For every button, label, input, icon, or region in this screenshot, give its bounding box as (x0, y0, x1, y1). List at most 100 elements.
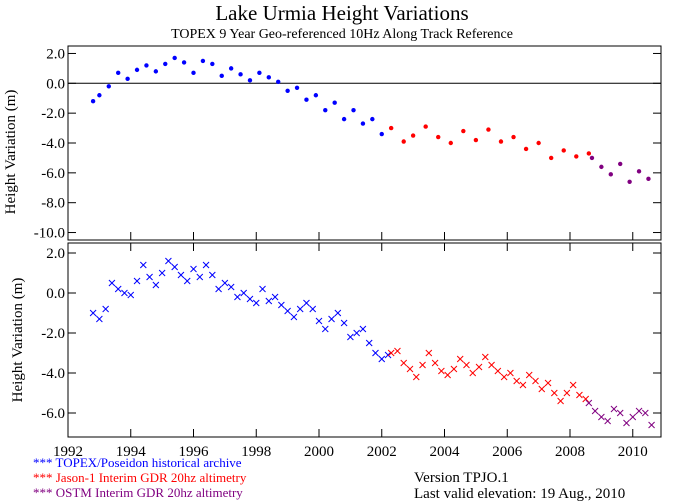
bottom-y-tick-label: 2.0 (46, 246, 65, 262)
top-data-point (486, 127, 491, 132)
top-data-point (498, 139, 504, 144)
bottom-data-point (196, 273, 204, 281)
bottom-data-point (183, 277, 191, 285)
top-data-point (401, 139, 406, 144)
top-data-point (153, 69, 159, 74)
x-tick-label: 2010 (618, 444, 648, 460)
bottom-data-point (635, 407, 643, 415)
top-data-point (436, 134, 441, 140)
legend: *** TOPEX/Poseidon historical archive **… (33, 455, 247, 500)
bottom-data-point (190, 265, 197, 273)
bottom-data-point (353, 329, 361, 337)
top-data-point (266, 75, 272, 80)
x-tick-label: 1996 (179, 444, 210, 460)
legend-entry-ostm: *** OSTM Interim GDR 20hz altimetry (33, 485, 243, 500)
top-data-point (627, 179, 632, 184)
top-data-point (219, 73, 224, 79)
bottom-data-point (133, 277, 141, 285)
bottom-data-point (525, 371, 533, 379)
top-y-tick-label: 2.0 (46, 46, 65, 62)
bottom-data-point (494, 367, 502, 375)
top-data-point (247, 78, 253, 83)
bottom-data-point (347, 333, 354, 341)
x-tick-label: 2002 (367, 444, 397, 460)
bottom-data-point (290, 313, 298, 321)
top-data-point (423, 124, 428, 129)
top-y-tick-label: 0.0 (46, 76, 65, 92)
top-data-point (97, 93, 102, 98)
bottom-y-tick-label: -2.0 (41, 326, 65, 342)
last-valid-elevation: Last valid elevation: 19 Aug., 2010 (414, 486, 625, 502)
top-y-tick-label: -4.0 (41, 136, 65, 152)
top-data-point (181, 60, 187, 65)
bottom-data-point (569, 381, 577, 389)
top-data-point (351, 107, 356, 113)
bottom-data-point (616, 409, 624, 417)
bottom-data-point (438, 367, 445, 375)
top-data-point (163, 61, 168, 67)
bottom-data-point (234, 293, 241, 301)
bottom-data-point (431, 359, 439, 367)
bottom-data-point (265, 297, 273, 305)
bottom-data-point (271, 293, 279, 301)
top-data-point (106, 84, 111, 89)
top-data-point (257, 70, 262, 76)
bottom-data-point (171, 263, 179, 271)
x-tick-label: 2006 (492, 444, 523, 460)
bottom-data-point (259, 285, 266, 293)
top-data-point (461, 128, 466, 134)
bottom-data-point (475, 363, 483, 371)
top-data-point (561, 148, 566, 153)
bottom-data-point (227, 283, 235, 291)
bottom-data-point (582, 395, 590, 403)
top-data-point (360, 121, 366, 126)
top-data-point (90, 99, 96, 104)
bottom-data-point (315, 317, 323, 325)
top-data-point (646, 176, 651, 182)
bottom-data-point (340, 319, 348, 327)
bottom-data-point (623, 419, 630, 427)
bottom-data-point (450, 365, 458, 373)
bottom-data-point (604, 417, 612, 425)
bottom-data-point (321, 325, 329, 333)
bottom-data-point (463, 361, 470, 369)
bottom-data-point (456, 355, 464, 363)
top-y-tick-label: -2.0 (41, 106, 65, 122)
top-panel: Height Variation (m) 2.0 0.0 -2.0 -4.0 -6.0 -… (3, 45, 662, 242)
bottom-data-point (538, 385, 546, 393)
bottom-data-point (425, 349, 433, 357)
top-data-point (379, 131, 384, 137)
bottom-data-point (146, 273, 153, 281)
bottom-data-point (500, 373, 508, 381)
top-data-point (523, 146, 529, 152)
bottom-data-point (585, 399, 593, 407)
top-data-point (473, 137, 479, 143)
top-data-point (172, 55, 177, 61)
top-y-tick-label: -8.0 (41, 196, 65, 212)
bottom-data-point (252, 299, 260, 307)
top-data-point (448, 140, 453, 146)
bottom-data-point (384, 351, 392, 359)
bottom-data-point (208, 271, 216, 279)
bottom-data-point (221, 279, 229, 287)
bottom-data-point (394, 347, 401, 355)
bottom-data-point (532, 377, 539, 385)
bottom-data-point (246, 295, 254, 303)
chart-subtitle: TOPEX 9 Year Geo-referenced 10Hz Along T… (171, 27, 513, 42)
top-y-tick-label: -6.0 (41, 166, 65, 182)
bottom-data-point (488, 361, 495, 369)
bottom-data-point (108, 279, 116, 287)
top-data-point (144, 63, 149, 68)
chart-title: Lake Urmia Height Variations (215, 1, 468, 25)
bottom-data-point (629, 413, 637, 421)
top-data-point (370, 116, 375, 122)
bottom-data-point (240, 289, 248, 297)
top-data-point (210, 61, 215, 67)
top-data-point (294, 85, 300, 90)
top-data-point (228, 66, 234, 71)
x-tick-label: 1992 (53, 444, 83, 460)
bottom-data-point (563, 389, 571, 397)
bottom-data-point (334, 309, 342, 317)
x-tick-label: 2004 (430, 444, 461, 460)
top-data-point (388, 125, 394, 131)
